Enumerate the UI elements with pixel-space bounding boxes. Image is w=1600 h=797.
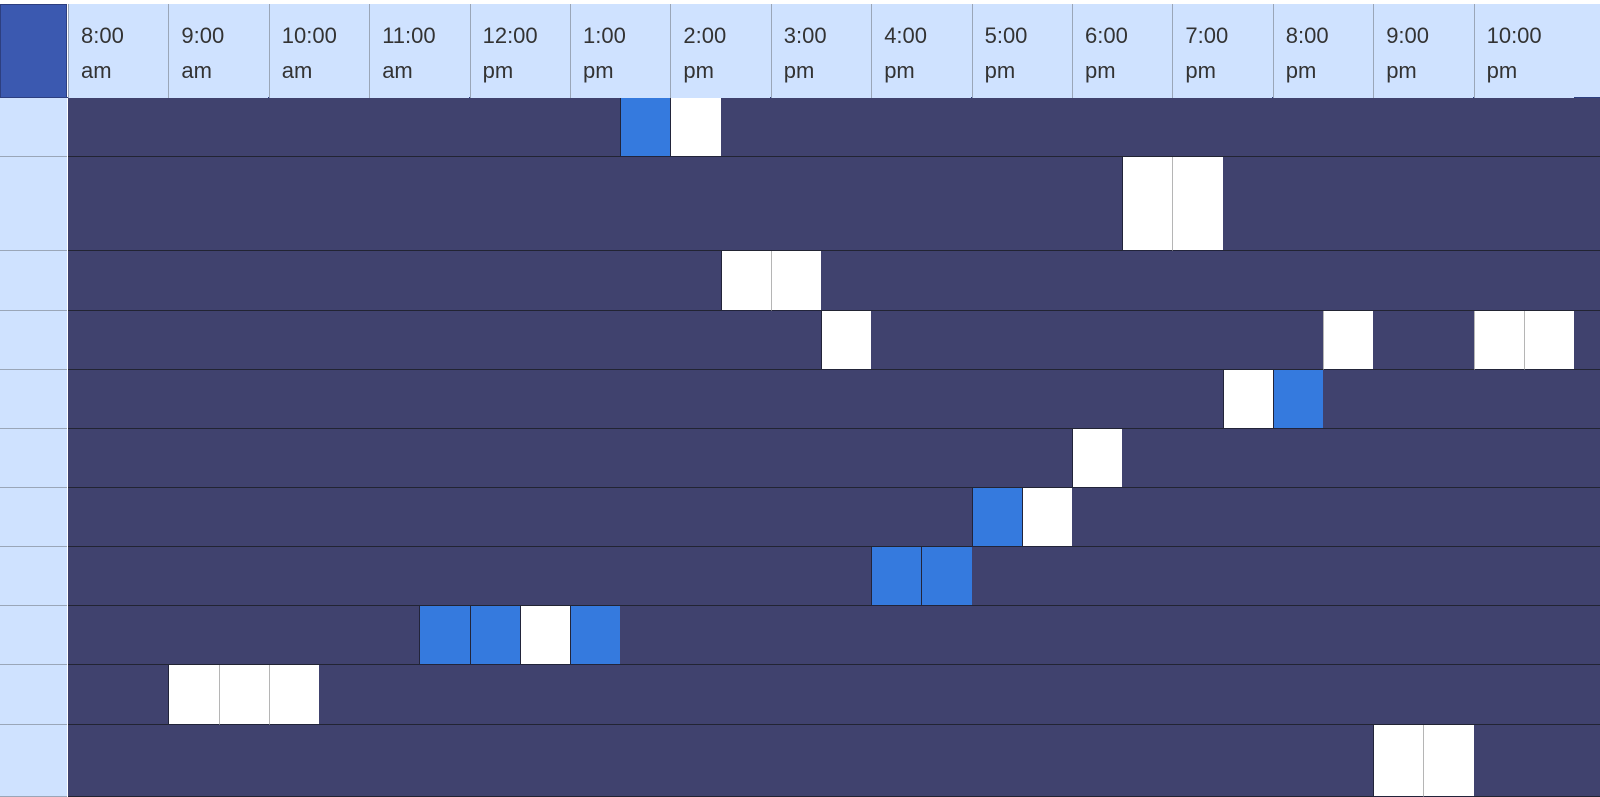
time-column-header: 8:00 pm bbox=[1272, 4, 1373, 98]
available-time-slot[interactable] bbox=[1423, 725, 1474, 797]
selected-time-slot[interactable] bbox=[971, 488, 1022, 547]
available-time-slot[interactable] bbox=[1323, 311, 1374, 370]
available-time-slot[interactable] bbox=[1072, 429, 1123, 488]
time-period-label: pm bbox=[1185, 58, 1216, 83]
selected-time-slot[interactable] bbox=[469, 606, 520, 665]
selected-time-slot[interactable] bbox=[1272, 370, 1323, 429]
available-time-slot[interactable] bbox=[1222, 370, 1273, 429]
time-column-header: 10:00 pm bbox=[1473, 4, 1574, 98]
time-column-header: 2:00 pm bbox=[670, 4, 771, 98]
time-period-label: pm bbox=[984, 58, 1016, 83]
time-hour-label: 8:00 bbox=[1285, 23, 1329, 48]
time-period-label: pm bbox=[683, 58, 714, 83]
selected-time-slot[interactable] bbox=[871, 547, 922, 606]
time-column-header: 8:00 am bbox=[68, 4, 168, 98]
schedule-row[interactable] bbox=[68, 157, 1600, 251]
available-time-slot[interactable] bbox=[218, 665, 269, 725]
selected-time-slot[interactable] bbox=[620, 98, 671, 157]
time-column-header: 6:00 pm bbox=[1072, 4, 1172, 98]
available-time-slot[interactable] bbox=[720, 251, 771, 311]
available-time-slot[interactable] bbox=[770, 251, 821, 311]
schedule-row[interactable] bbox=[68, 665, 1600, 725]
time-hour-label: 10:00 bbox=[1486, 23, 1542, 48]
schedule-row[interactable] bbox=[68, 370, 1600, 429]
row-label bbox=[0, 725, 67, 797]
time-hour-label: 8:00 bbox=[81, 23, 124, 48]
time-period-label: am bbox=[181, 58, 212, 83]
row-label bbox=[0, 370, 67, 429]
row-label bbox=[0, 98, 67, 157]
time-hour-label: 1:00 bbox=[583, 23, 626, 48]
time-hour-label: 11:00 bbox=[382, 23, 436, 48]
available-time-slot[interactable] bbox=[519, 606, 570, 665]
row-label bbox=[0, 488, 67, 547]
time-period-label: am bbox=[382, 58, 413, 83]
time-column-header: 7:00 pm bbox=[1172, 4, 1273, 98]
row-label bbox=[0, 665, 67, 725]
schedule-row[interactable] bbox=[68, 547, 1600, 606]
time-hour-label: 3:00 bbox=[783, 23, 827, 48]
selected-time-slot[interactable] bbox=[921, 547, 972, 606]
available-time-slot[interactable] bbox=[1122, 157, 1173, 251]
time-hour-label: 7:00 bbox=[1185, 23, 1229, 48]
selected-time-slot[interactable] bbox=[570, 606, 621, 665]
time-hour-label: 5:00 bbox=[984, 23, 1028, 48]
row-label bbox=[0, 251, 67, 311]
time-hour-label: 10:00 bbox=[281, 23, 337, 48]
available-time-slot[interactable] bbox=[268, 665, 319, 725]
time-hour-label: 4:00 bbox=[884, 23, 928, 48]
time-column-header: 9:00 am bbox=[168, 4, 269, 98]
schedule-row[interactable] bbox=[68, 488, 1600, 547]
available-time-slot[interactable] bbox=[1172, 157, 1223, 251]
schedule-row[interactable] bbox=[68, 606, 1600, 665]
selected-time-slot[interactable] bbox=[419, 606, 470, 665]
time-column-header: 3:00 pm bbox=[770, 4, 871, 98]
row-label bbox=[0, 547, 67, 606]
time-column-header: 11:00 am bbox=[369, 4, 470, 98]
row-label bbox=[0, 606, 67, 665]
grid-corner bbox=[0, 4, 67, 98]
time-period-label: am bbox=[281, 58, 313, 83]
time-period-label: pm bbox=[884, 58, 915, 83]
time-hour-label: 12:00 bbox=[482, 23, 538, 48]
time-period-label: pm bbox=[1085, 58, 1116, 83]
available-time-slot[interactable] bbox=[1021, 488, 1072, 547]
time-column-header: 5:00 pm bbox=[971, 4, 1072, 98]
row-label bbox=[0, 429, 67, 488]
time-period-label: pm bbox=[783, 58, 815, 83]
time-column-header: 12:00 pm bbox=[469, 4, 570, 98]
time-column-header: 10:00 am bbox=[268, 4, 369, 98]
schedule-row[interactable] bbox=[68, 98, 1600, 157]
time-column-header: 4:00 pm bbox=[871, 4, 972, 98]
time-period-label: pm bbox=[1486, 58, 1518, 83]
available-time-slot[interactable] bbox=[821, 311, 872, 370]
row-label bbox=[0, 157, 67, 251]
available-time-slot[interactable] bbox=[168, 665, 219, 725]
time-period-label: pm bbox=[482, 58, 514, 83]
available-time-slot[interactable] bbox=[670, 98, 721, 157]
available-time-slot[interactable] bbox=[1373, 725, 1424, 797]
schedule-row[interactable] bbox=[68, 429, 1600, 488]
time-period-label: pm bbox=[1386, 58, 1417, 83]
time-hour-label: 6:00 bbox=[1085, 23, 1128, 48]
available-time-slot[interactable] bbox=[1523, 311, 1574, 370]
time-hour-label: 9:00 bbox=[1386, 23, 1430, 48]
row-label bbox=[0, 311, 67, 370]
time-column-header: 1:00 pm bbox=[570, 4, 670, 98]
time-column-header: 9:00 pm bbox=[1373, 4, 1474, 98]
time-period-label: pm bbox=[583, 58, 614, 83]
time-hour-label: 9:00 bbox=[181, 23, 225, 48]
schedule-row[interactable] bbox=[68, 725, 1600, 797]
time-period-label: pm bbox=[1285, 58, 1317, 83]
time-hour-label: 2:00 bbox=[683, 23, 727, 48]
time-period-label: am bbox=[81, 58, 112, 83]
schedule-row[interactable] bbox=[68, 251, 1600, 311]
available-time-slot[interactable] bbox=[1473, 311, 1524, 370]
